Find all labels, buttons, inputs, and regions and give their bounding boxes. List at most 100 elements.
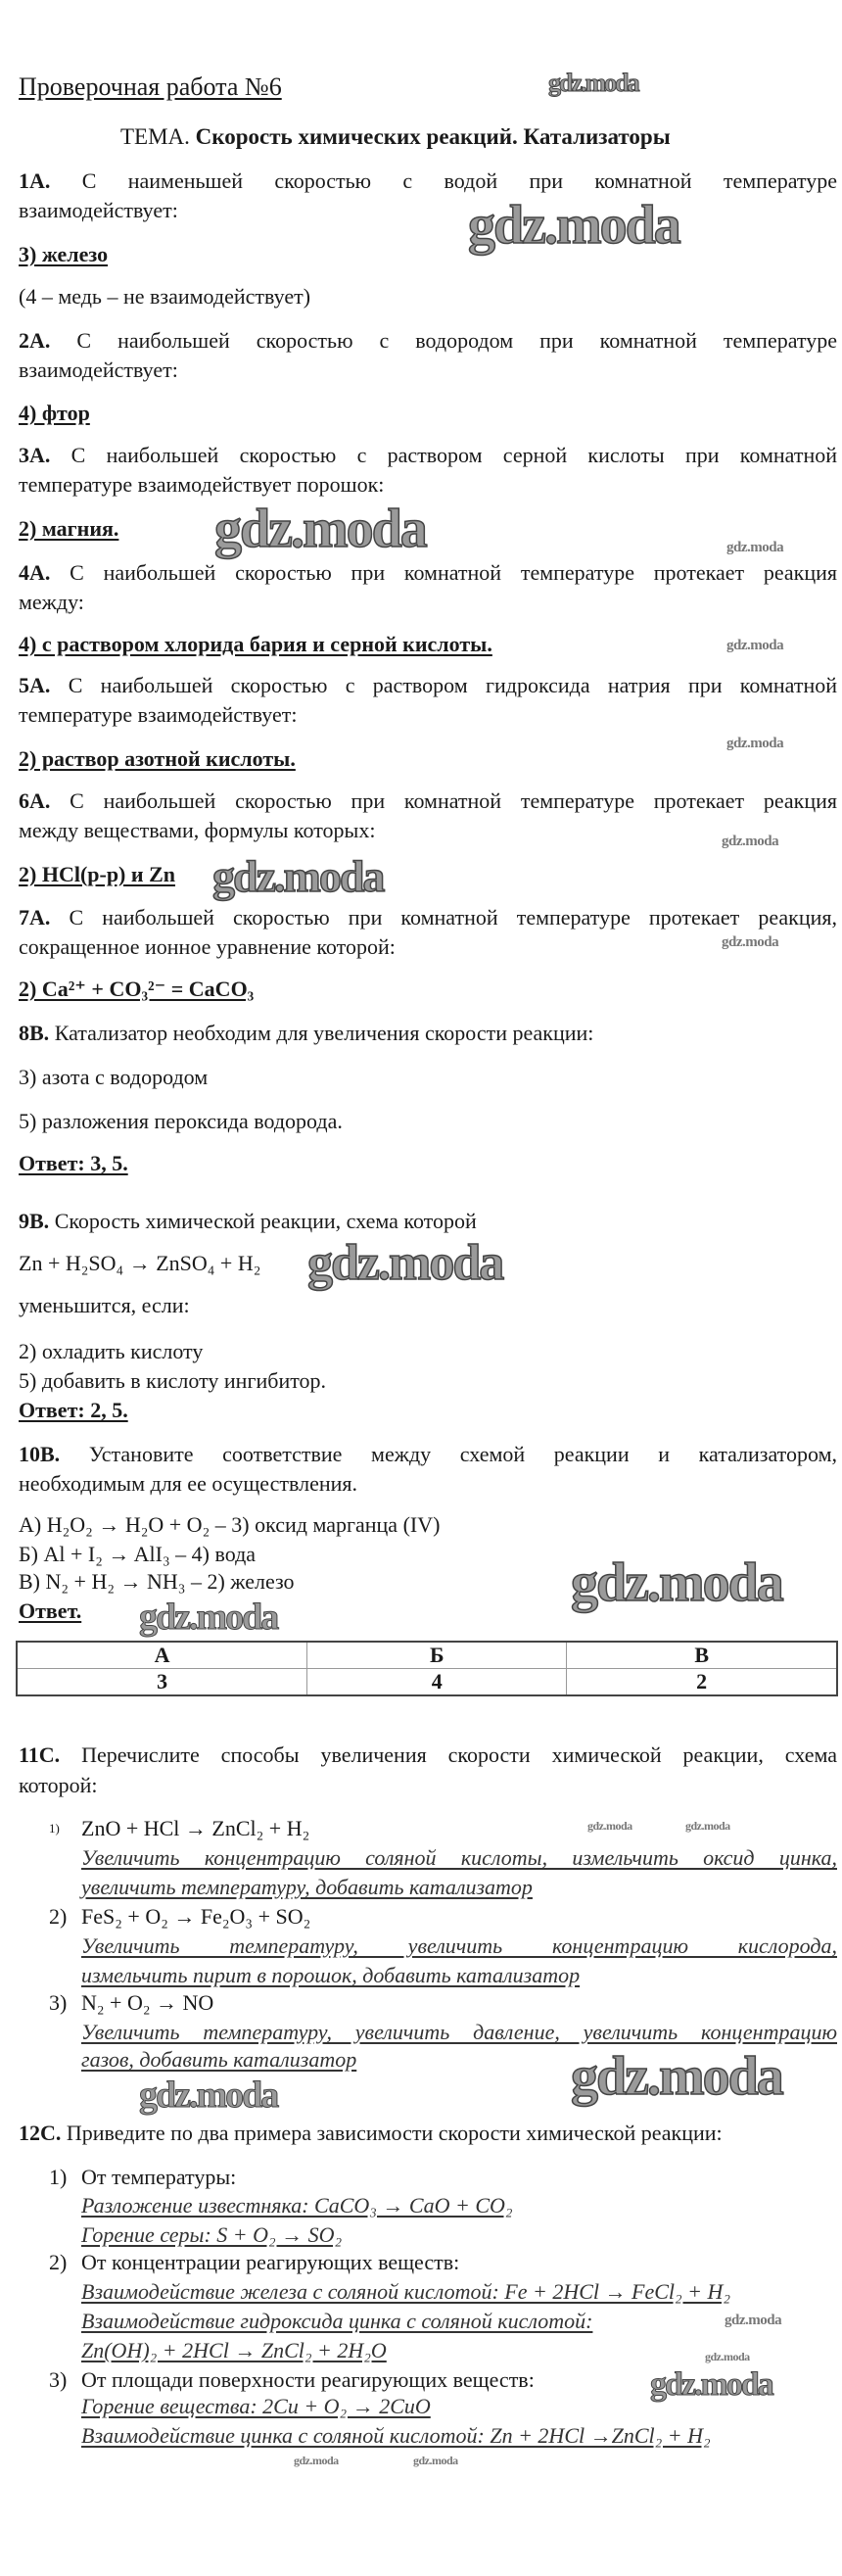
answer: 2) Ca²⁺ + CO₃²⁻ = CaCO₃ xyxy=(19,977,255,1001)
item-number: 1) xyxy=(49,2165,68,2189)
item-answer: увеличить температуру, добавить катализа… xyxy=(81,1875,533,1899)
question-number: 3А. xyxy=(19,443,51,467)
topic: ТЕМА. Скорость химических реакций. Катал… xyxy=(120,124,671,150)
watermark-logo: gdz.moda xyxy=(726,736,784,751)
table-cell: 3 xyxy=(16,1668,308,1696)
question-number: 2А. xyxy=(19,328,51,353)
question-text: С наибольшей скоростью при комнатной тем… xyxy=(70,560,837,585)
question-number: 10В. xyxy=(19,1442,61,1466)
item-answer: Взаимодействие цинка с соляной кислотой:… xyxy=(81,2423,711,2448)
watermark-logo: gdz.moda xyxy=(138,1597,279,1638)
watermark-logo: gdz.moda xyxy=(211,851,386,901)
table-header-row: А Б В xyxy=(16,1641,838,1669)
watermark-logo: gdz.moda xyxy=(138,2075,279,2116)
item-heading: От температуры: xyxy=(81,2165,237,2189)
question-number: 4А. xyxy=(19,560,51,585)
option: 3) азота с водородом xyxy=(19,1065,209,1089)
answer: Ответ: 3, 5. xyxy=(19,1151,128,1175)
match-pair: В) N₂ + H₂ → NH₃ – 2) железо xyxy=(19,1569,295,1594)
question-text: которой: xyxy=(19,1773,98,1797)
answer: 4) фтор xyxy=(19,401,90,425)
item-number: 3) xyxy=(49,1990,68,2015)
question-9: 9В. Скорость химической реакции, схема к… xyxy=(19,1209,477,1234)
watermark-logo: gdz.moda xyxy=(726,540,784,555)
answer-table: А Б В 3 4 2 xyxy=(16,1641,838,1696)
question-text: необходимым для ее осуществления. xyxy=(19,1471,357,1496)
watermark-logo: gdz.moda xyxy=(548,69,641,97)
answer: 3) железо xyxy=(19,242,109,266)
equation: N₂ + O₂ → NO xyxy=(81,1990,214,2015)
topic-label: ТЕМА. xyxy=(120,124,190,149)
watermark-logo: gdz.moda xyxy=(570,1552,784,1613)
watermark-logo: gdz.moda xyxy=(570,2046,784,2107)
question-number: 1А. xyxy=(19,168,51,193)
table-cell: 4 xyxy=(306,1668,568,1696)
question-12: 12С. Приведите по два примера зависимост… xyxy=(19,2121,723,2146)
watermark-logo: gdz.moda xyxy=(705,2350,750,2363)
table-header: А xyxy=(16,1641,308,1669)
question-10: 10В. Установите соответствие между схемо… xyxy=(19,1442,837,1467)
option: 5) разложения пероксида водорода. xyxy=(19,1109,343,1133)
answer: Ответ: 2, 5. xyxy=(19,1398,128,1422)
question-text: температуре взаимодействует: xyxy=(19,702,298,727)
equation: ZnO + HCl → ZnCl₂ + H₂ xyxy=(81,1816,310,1840)
answer-label: Ответ. xyxy=(19,1598,82,1623)
item-answer: измельчить пирит в порошок, добавить кат… xyxy=(81,1963,581,1987)
item-answer: газов, добавить катализатор xyxy=(81,2047,357,2072)
question-number: 7А. xyxy=(19,905,51,930)
watermark-logo: gdz.moda xyxy=(650,2366,775,2403)
watermark-logo: gdz.moda xyxy=(306,1235,505,1291)
question-text: сокращенное ионное уравнение которой: xyxy=(19,934,396,959)
equation: FeS₂ + O₂ → Fe₂O₃ + SO₂ xyxy=(81,1904,311,1929)
question-text: Скорость химической реакции, схема котор… xyxy=(54,1209,477,1233)
answer: 2) магния. xyxy=(19,516,119,541)
option: 5) добавить в кислоту ингибитор. xyxy=(19,1368,327,1393)
question-text: Катализатор необходим для увеличения ско… xyxy=(54,1021,594,1045)
condition: уменьшится, если: xyxy=(19,1293,190,1317)
question-text: Приведите по два примера зависимости ско… xyxy=(66,2121,723,2145)
question-number: 8В. xyxy=(19,1021,50,1045)
watermark-logo: gdz.moda xyxy=(685,1819,730,1833)
watermark-logo: gdz.moda xyxy=(213,499,428,559)
watermark-logo: gdz.moda xyxy=(722,934,779,950)
reaction-scheme: Zn + H₂SO₄ → ZnSO₄ + H₂ xyxy=(19,1251,261,1275)
question-number: 9В. xyxy=(19,1209,50,1233)
item-number: 3) xyxy=(49,2367,68,2392)
question-8: 8В. Катализатор необходим для увеличения… xyxy=(19,1021,593,1046)
question-1: 1А. С наименьшей скоростью с водой при к… xyxy=(19,168,837,194)
question-number: 5А. xyxy=(19,673,51,697)
match-pair: А) H₂O₂ → H₂O + O₂ – 3) оксид марганца (… xyxy=(19,1512,441,1537)
question-11: 11С. Перечислите способы увеличения скор… xyxy=(19,1742,837,1768)
watermark-logo: gdz.moda xyxy=(413,2454,458,2467)
item-answer: Взаимодействие гидроксида цинка с соляно… xyxy=(81,2309,593,2333)
question-5: 5А. С наибольшей скоростью с раствором г… xyxy=(19,673,837,698)
question-6: 6А. С наибольшей скоростью при комнатной… xyxy=(19,788,837,814)
match-pair: Б) Al + I₂ → AlI₃ – 4) вода xyxy=(19,1542,257,1566)
question-2: 2А. С наибольшей скоростью с водородом п… xyxy=(19,328,837,354)
item-answer: Увеличить температуру, увеличить давлени… xyxy=(81,2020,837,2044)
item-answer: Горение вещества: 2Cu + O₂ → 2CuO xyxy=(81,2394,431,2418)
item-answer: Увеличить температуру, увеличить концент… xyxy=(81,1933,837,1958)
item-heading: От площади поверхности реагирующих вещес… xyxy=(81,2367,535,2392)
watermark-logo: gdz.moda xyxy=(722,834,779,849)
table-header: Б xyxy=(306,1641,568,1669)
item-heading: От концентрации реагирующих веществ: xyxy=(81,2250,460,2274)
answer: 4) с раствором хлорида бария и серной ки… xyxy=(19,632,492,656)
item-number: 2) xyxy=(49,2250,68,2274)
question-text: взаимодействует: xyxy=(19,358,178,382)
question-number: 12С. xyxy=(19,2121,62,2145)
question-text: между: xyxy=(19,590,84,614)
question-text: С наибольшей скоростью с водородом при к… xyxy=(76,328,837,353)
watermark-logo: gdz.moda xyxy=(294,2454,339,2467)
item-answer: Разложение известняка: CaCO₃ → CaO + CO₂ xyxy=(81,2193,513,2218)
question-text: температуре взаимодействует порошок: xyxy=(19,472,385,497)
question-text: Установите соответствие между схемой реа… xyxy=(88,1442,837,1466)
question-text: Перечислите способы увеличения скорости … xyxy=(81,1742,838,1767)
question-text: между веществами, формулы которых: xyxy=(19,818,376,842)
table-header: В xyxy=(566,1641,838,1669)
table-cell: 2 xyxy=(566,1668,838,1696)
item-answer: Взаимодействие железа с соляной кислотой… xyxy=(81,2279,731,2304)
item-number: 1) xyxy=(49,1821,60,1836)
question-3: 3А. С наибольшей скоростью с раствором с… xyxy=(19,443,837,468)
watermark-logo: gdz.moda xyxy=(587,1819,632,1833)
